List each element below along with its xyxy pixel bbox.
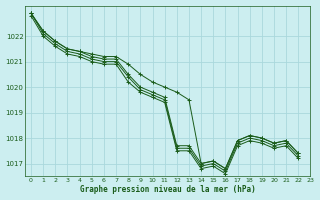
X-axis label: Graphe pression niveau de la mer (hPa): Graphe pression niveau de la mer (hPa) bbox=[80, 185, 256, 194]
